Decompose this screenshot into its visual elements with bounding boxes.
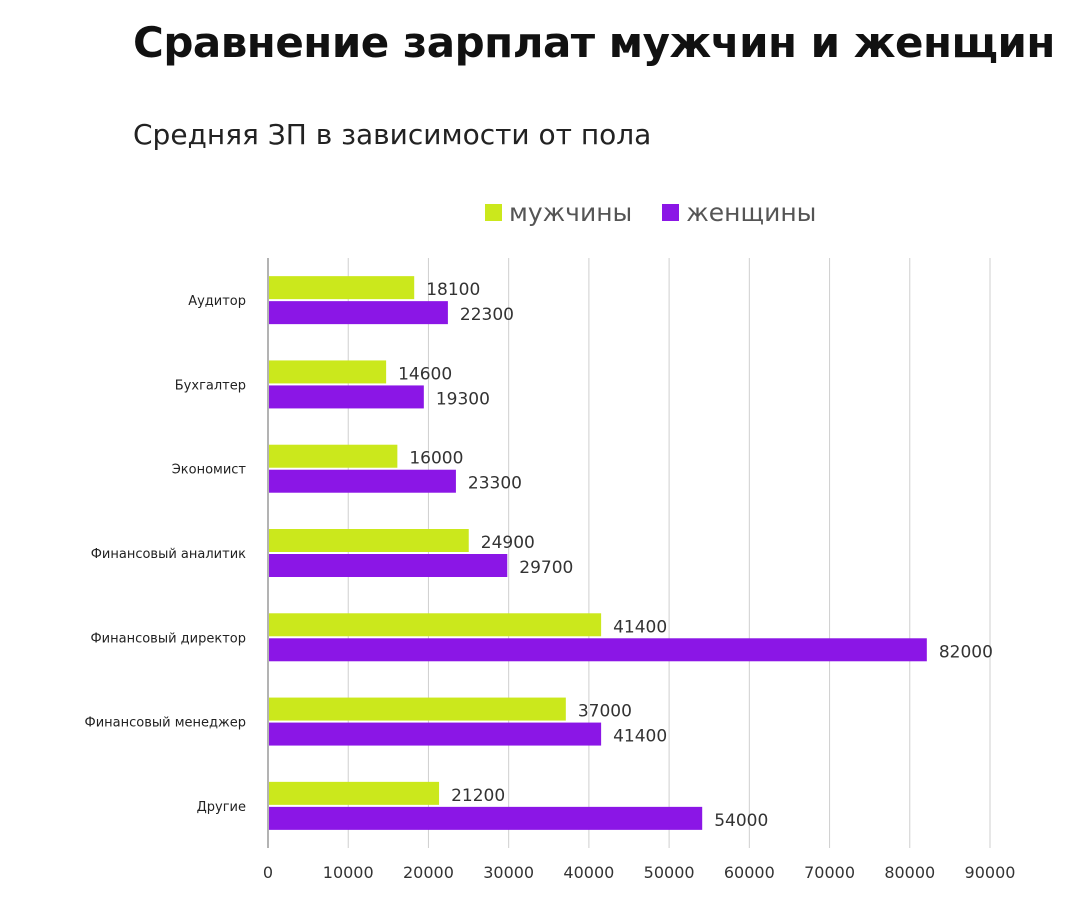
data-label-women: 29700 (519, 558, 573, 578)
chart-legend: мужчины женщины (485, 198, 846, 227)
data-label-men: 16000 (409, 449, 463, 469)
data-label-men: 14600 (398, 364, 452, 384)
data-label-men: 41400 (613, 617, 667, 637)
page-title: Сравнение зарплат мужчин и женщин (133, 18, 1055, 67)
data-label-women: 22300 (460, 305, 514, 325)
data-label-men: 21200 (451, 786, 505, 806)
legend-swatch-men (485, 204, 502, 221)
category-label: Финансовый аналитик (91, 547, 246, 562)
x-tick-label: 0 (263, 863, 273, 882)
bar-men (269, 276, 415, 300)
x-tick-label: 30000 (483, 863, 534, 882)
category-label: Аудитор (188, 294, 246, 309)
category-label: Финансовый менеджер (85, 716, 246, 731)
category-label: Экономист (172, 463, 247, 478)
bar-men (269, 444, 398, 468)
x-tick-label: 40000 (563, 863, 614, 882)
data-label-men: 37000 (578, 702, 632, 722)
data-label-women: 82000 (939, 642, 993, 662)
legend-item-men: мужчины (485, 198, 632, 227)
bar-women (269, 554, 508, 577)
data-label-women: 23300 (468, 474, 522, 494)
bar-men (269, 697, 566, 721)
x-tick-label: 20000 (403, 863, 454, 882)
data-label-women: 41400 (613, 727, 667, 747)
bar-men (269, 781, 440, 805)
bar-women (269, 469, 456, 493)
legend-label-men: мужчины (509, 198, 633, 227)
data-label-women: 19300 (436, 389, 490, 409)
legend-item-women: женщины (662, 198, 816, 227)
x-tick-label: 10000 (323, 863, 374, 882)
data-label-men: 24900 (481, 533, 535, 553)
bar-men (269, 360, 387, 384)
legend-swatch-women (662, 204, 680, 221)
category-label: Другие (197, 800, 246, 815)
bar-women (269, 301, 448, 325)
bar-women (269, 385, 424, 409)
bar-men (269, 529, 469, 552)
data-label-women: 54000 (714, 811, 768, 831)
category-label: Финансовый директор (90, 631, 246, 646)
bar-women (269, 638, 927, 662)
x-tick-label: 70000 (804, 863, 855, 882)
bar-men (269, 613, 602, 637)
bar-women (269, 722, 602, 746)
x-tick-label: 80000 (884, 863, 935, 882)
legend-label-women: женщины (686, 198, 817, 227)
category-label: Бухгалтер (175, 378, 246, 393)
data-label-men: 18100 (426, 280, 480, 300)
x-tick-label: 90000 (965, 863, 1016, 882)
x-tick-label: 50000 (644, 863, 695, 882)
x-tick-label: 60000 (724, 863, 775, 882)
chart-title: Средняя ЗП в зависимости от пола (133, 118, 652, 151)
bar-women (269, 806, 703, 830)
